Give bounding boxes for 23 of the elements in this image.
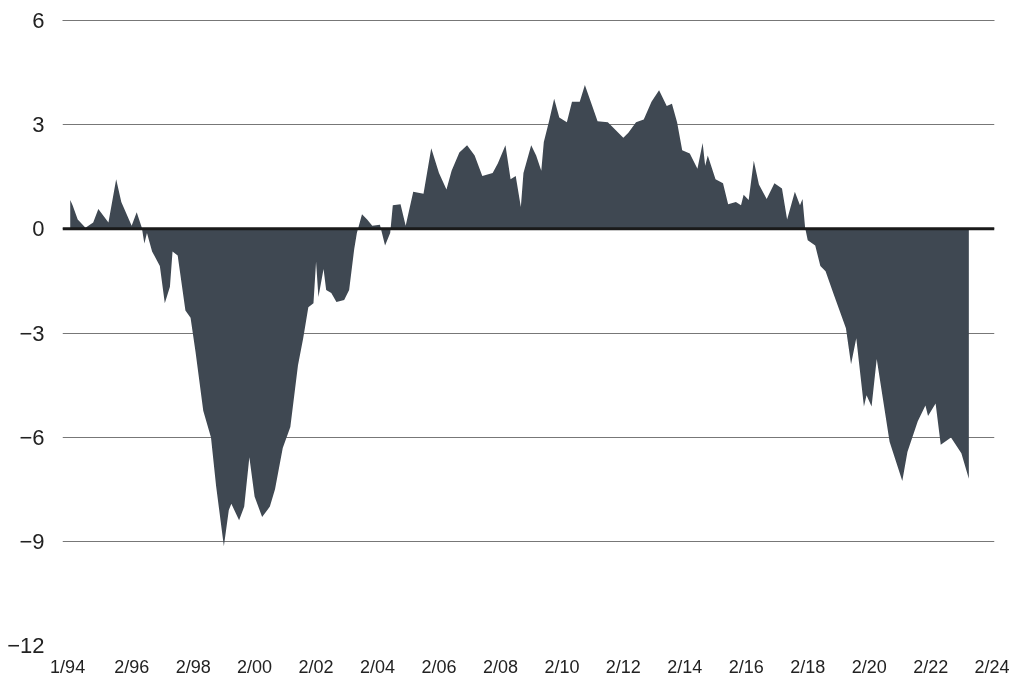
y-tick-label: −6 <box>19 424 45 450</box>
x-tick-label: 2/16 <box>728 656 764 677</box>
y-tick-label: 3 <box>32 112 45 138</box>
x-tick-label: 2/12 <box>605 656 641 677</box>
x-tick-label: 2/06 <box>421 656 457 677</box>
x-tick-label: 2/08 <box>482 656 518 677</box>
y-tick-label: −12 <box>7 633 45 658</box>
x-tick-label: 2/20 <box>851 656 887 677</box>
x-tick-label: 2/00 <box>237 656 273 677</box>
y-tick-label: 6 <box>32 8 45 33</box>
y-tick-label: −3 <box>19 320 45 346</box>
x-tick-label: 2/22 <box>913 656 949 677</box>
x-tick-label: 2/18 <box>790 656 826 677</box>
x-tick-label: 2/02 <box>298 656 334 677</box>
y-tick-label: 0 <box>32 216 45 242</box>
x-tick-label: 2/98 <box>175 656 211 677</box>
x-tick-label: 2/96 <box>114 656 150 677</box>
x-tick-label: 2/10 <box>544 656 580 677</box>
x-tick-label: 2/04 <box>359 656 396 677</box>
x-tick-label: 2/24 <box>974 656 1010 677</box>
x-tick-label: 2/14 <box>667 656 703 677</box>
x-tick-label: 1/94 <box>50 656 86 677</box>
y-tick-label: −9 <box>19 528 45 554</box>
